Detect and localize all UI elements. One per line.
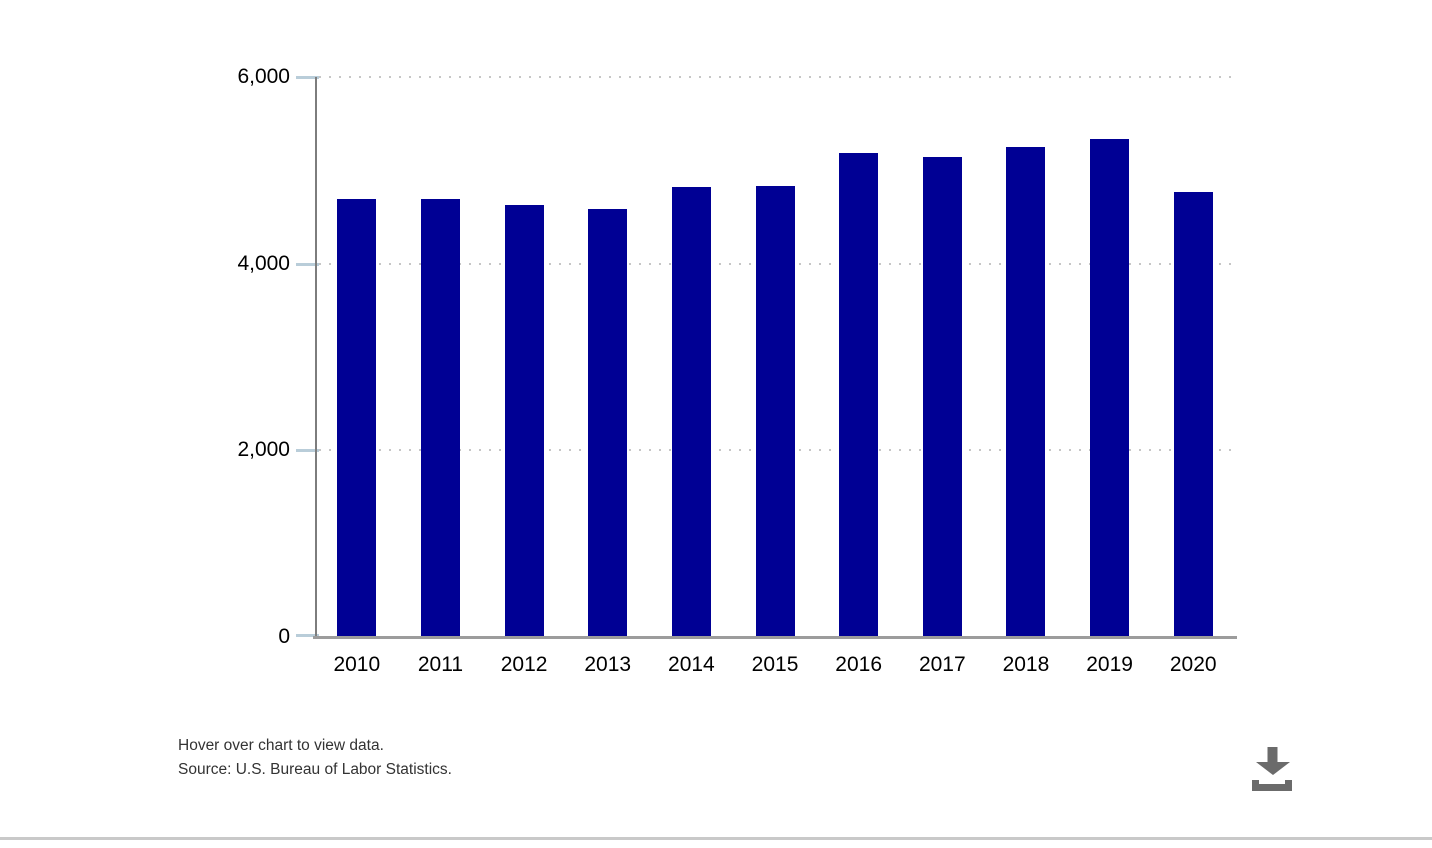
bar-2016[interactable]: [839, 152, 879, 637]
chart-footer: Hover over chart to view data. Source: U…: [178, 734, 452, 782]
bar-band: [1151, 77, 1235, 637]
bar-2013[interactable]: [588, 209, 628, 637]
bar-band: [399, 77, 483, 637]
bars: [315, 77, 1235, 637]
x-tick-label: 2014: [668, 653, 715, 676]
y-axis-tick: [296, 449, 319, 453]
bar-band: [817, 77, 901, 637]
bar-2015[interactable]: [755, 185, 795, 637]
y-axis-tick: [296, 76, 319, 79]
bar-band: [1068, 77, 1152, 637]
x-axis-line: [313, 636, 1237, 639]
x-tick-label: 2013: [584, 653, 632, 676]
bar-2019[interactable]: [1090, 139, 1130, 637]
x-tick-label: 2020: [1169, 653, 1217, 676]
y-axis-line: [315, 77, 317, 637]
y-axis-tick: [296, 634, 319, 637]
y-tick-label: 2,000: [237, 438, 290, 462]
gridline: [319, 76, 1235, 78]
bar-2014[interactable]: [671, 187, 711, 637]
bar-2011[interactable]: [420, 199, 460, 637]
x-tick-label: 2019: [1086, 653, 1133, 676]
y-tick-label: 4,000: [237, 251, 290, 275]
bar-band: [566, 77, 650, 637]
hover-note: Hover over chart to view data.: [178, 737, 384, 754]
bar-band: [315, 77, 399, 637]
bar-band: [984, 77, 1068, 637]
y-tick-label: 6,000: [237, 65, 290, 88]
bar-band: [482, 77, 566, 637]
x-tick-label: 2010: [333, 653, 381, 676]
bar-2012[interactable]: [504, 205, 544, 637]
download-button[interactable]: [1246, 742, 1300, 798]
source-note: Source: U.S. Bureau of Labor Statistics.: [178, 761, 452, 778]
bottom-divider: [0, 837, 1432, 840]
bar-2017[interactable]: [922, 156, 962, 637]
bar-2010[interactable]: [337, 199, 377, 637]
bar-band: [900, 77, 984, 637]
bar-2018[interactable]: [1006, 147, 1046, 637]
x-tick-label: 2015: [751, 653, 799, 676]
x-tick-label: 2018: [1002, 653, 1050, 676]
bar-band: [650, 77, 734, 637]
plot-area[interactable]: [296, 76, 1237, 639]
x-tick-label: 2016: [835, 653, 883, 676]
bar-band: [733, 77, 817, 637]
bar-2020[interactable]: [1173, 192, 1213, 637]
x-tick-label: 2011: [417, 653, 464, 676]
download-icon: [1252, 747, 1292, 791]
y-axis-tick: [296, 262, 319, 266]
x-tick-label: 2017: [918, 653, 966, 676]
x-axis-labels: 2010 2011 2012 2013 2014 2015 2016 2017 2018 2019…: [315, 651, 1235, 679]
x-tick-label: 2012: [500, 653, 548, 676]
y-tick-label: 0: [278, 625, 290, 648]
